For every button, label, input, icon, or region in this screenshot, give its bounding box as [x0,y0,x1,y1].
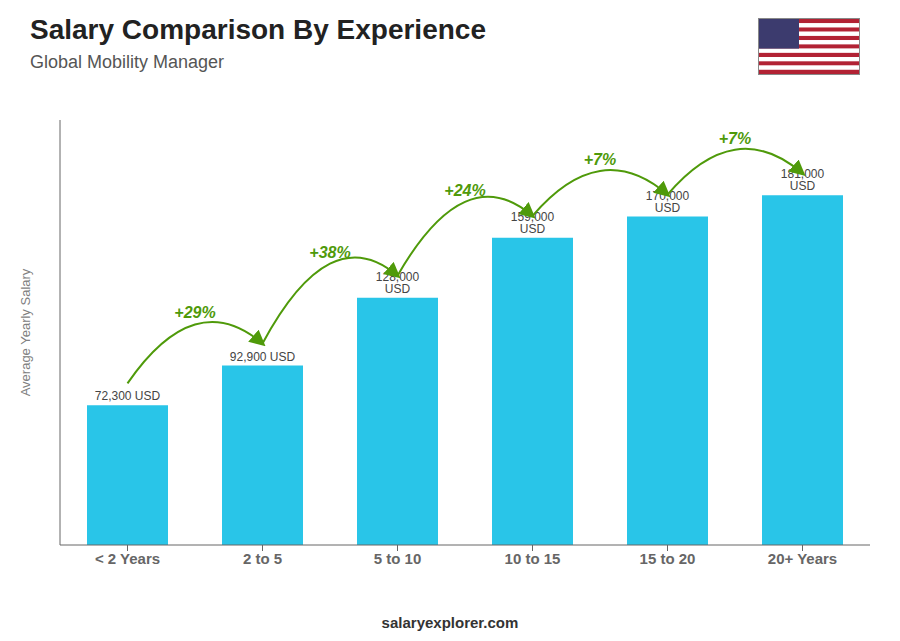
html-text:Salary Comparison By Experienc: Salary Comparison By Experience [30,14,486,45]
html-text:Global Mobility Manager: Global Mobility Manager [30,52,225,72]
svg-text:15 to 20: 15 to 20 [640,550,696,567]
svg-text:159,000USD: 159,000USD [511,210,555,236]
svg-text:5 to 10: 5 to 10 [374,550,422,567]
svg-text:20+ Years: 20+ Years [768,550,837,567]
svg-text:170,000USD: 170,000USD [646,189,690,215]
svg-text:181,000USD: 181,000USD [781,167,825,193]
svg-text:10 to 15: 10 to 15 [505,550,561,567]
html-text:salaryexplorer.com: salaryexplorer.com [381,614,519,631]
svg-text:+38%: +38% [309,244,350,261]
svg-text:< 2 Years: < 2 Years [95,550,160,567]
svg-text:+7%: +7% [584,151,616,168]
svg-text:Average Yearly Salary: Average Yearly Salary [18,268,33,396]
html-text:USD: USD [384,281,411,296]
svg-text:+24%: +24% [444,182,485,199]
svg-text:2 to 5: 2 to 5 [243,550,282,567]
svg-text:72,300 USD: 72,300 USD [95,389,161,403]
svg-text:+7%: +7% [719,130,751,147]
html-text:128,000: 128,000 [375,269,420,284]
svg-text:92,900 USD: 92,900 USD [230,350,296,364]
svg-text:+29%: +29% [174,304,215,321]
